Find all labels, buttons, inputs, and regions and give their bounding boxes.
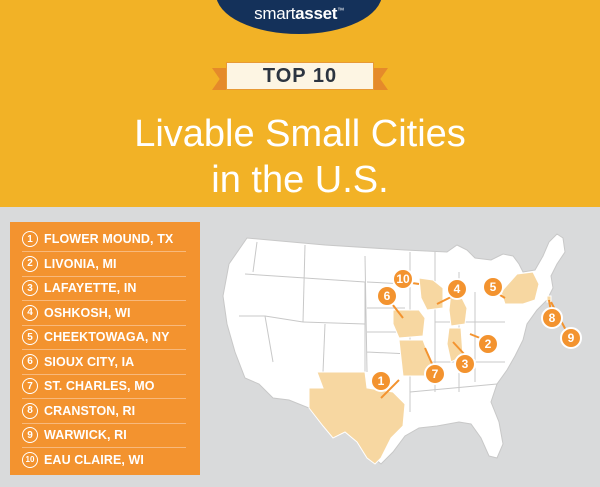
map-marker-4: 4 — [446, 278, 468, 300]
marker-label: 10 — [396, 272, 410, 286]
list-item: 3 LAFAYETTE, IN — [22, 277, 192, 299]
marker-label: 7 — [432, 367, 439, 381]
list-divider — [22, 349, 186, 350]
city-name: FLOWER MOUND, TX — [44, 232, 174, 246]
list-item: 1 FLOWER MOUND, TX — [22, 228, 192, 250]
marker-label: 6 — [384, 289, 391, 303]
smartasset-logo[interactable]: smartasset™ — [216, 0, 382, 34]
rank-badge: 9 — [22, 427, 38, 443]
banner-label: TOP 10 — [262, 65, 338, 87]
marker-circle — [424, 363, 446, 385]
page-title-line-2: in the U.S. — [211, 159, 389, 201]
city-name: OSHKOSH, WI — [44, 305, 131, 320]
marker-label: 1 — [378, 374, 385, 388]
state-iowa — [392, 309, 426, 339]
rank-badge: 7 — [22, 378, 38, 394]
list-item: 7 ST. CHARLES, MO — [22, 375, 192, 397]
state-new-york — [500, 271, 540, 305]
city-name: LIVONIA, MI — [44, 256, 117, 271]
map-marker-9: 9 — [560, 327, 582, 349]
city-name: EAU CLAIRE, WI — [44, 452, 145, 467]
logo-text-asset: asset — [295, 4, 338, 23]
map-marker-10: 10 — [392, 268, 414, 290]
marker-circle — [376, 285, 398, 307]
list-divider — [22, 300, 186, 301]
list-divider — [22, 275, 186, 277]
map-marker-8: 8 — [541, 307, 563, 329]
marker-label: 3 — [462, 357, 469, 371]
marker-label: 9 — [568, 331, 575, 345]
map-markers: 1 2 3 4 5 6 7 89 10 — [370, 268, 582, 392]
marker-label: 8 — [549, 311, 556, 325]
list-item: 6 SIOUX CITY, IA — [22, 351, 192, 373]
header-band: smartasset™ TOP 10 Livable Small Cities … — [0, 0, 600, 207]
marker-circle — [454, 353, 476, 375]
list-item: 2 LIVONIA, MI — [22, 253, 192, 275]
state-wisconsin — [418, 277, 444, 311]
rank-badge: 6 — [22, 353, 38, 370]
list-divider — [22, 422, 186, 424]
map-marker-1: 1 — [370, 370, 392, 392]
rank-badge: 4 — [22, 304, 38, 321]
list-divider — [22, 324, 186, 326]
list-item: 8 CRANSTON, RI — [22, 400, 192, 422]
highlighted-states — [308, 271, 552, 465]
list-item: 9 WARWICK, RI — [22, 424, 192, 446]
logo-text-smart: smart — [254, 4, 296, 23]
rank-badge: 8 — [22, 402, 38, 419]
city-name: ST. CHARLES, MO — [44, 379, 155, 393]
city-name: SIOUX CITY, IA — [44, 354, 135, 369]
map-marker-6: 6 — [376, 285, 398, 307]
marker-label: 5 — [490, 280, 497, 294]
map-marker-7: 7 — [424, 363, 446, 385]
city-name: LAFAYETTE, IN — [44, 281, 137, 295]
marker-circle — [477, 333, 499, 355]
marker-circle — [482, 276, 504, 298]
page-title-line-1: Livable Small Cities — [134, 113, 466, 155]
marker-circle — [370, 370, 392, 392]
rank-badge: 10 — [22, 451, 38, 468]
list-divider — [22, 373, 186, 375]
ranked-list: 1 FLOWER MOUND, TX 2 LIVONIA, MI 3 LAFAYETTE,… — [10, 222, 200, 475]
marker-circle — [541, 307, 563, 329]
marker-label: 4 — [454, 282, 461, 296]
list-divider — [22, 447, 186, 448]
map-marker-2: 2 — [477, 333, 499, 355]
list-item: 10 EAU CLAIRE, WI — [22, 449, 192, 471]
list-item: 5 CHEEKTOWAGA, NY — [22, 326, 192, 348]
marker-circle — [560, 327, 582, 349]
logo-wordmark: smartasset™ — [216, 4, 382, 24]
ribbon: TOP 10 — [226, 62, 374, 90]
rank-badge: 2 — [22, 255, 38, 272]
top-10-banner: TOP 10 — [0, 62, 600, 92]
marker-circle — [446, 278, 468, 300]
rank-badge: 1 — [22, 231, 38, 247]
city-name: WARWICK, RI — [44, 428, 127, 442]
rank-badge: 5 — [22, 329, 38, 345]
city-name: CHEEKTOWAGA, NY — [44, 330, 170, 344]
map-marker-5: 5 — [482, 276, 504, 298]
list-divider — [22, 398, 186, 399]
rank-badge: 3 — [22, 280, 38, 296]
map-marker-3: 3 — [454, 353, 476, 375]
marker-label: 2 — [485, 337, 492, 351]
logo-trademark: ™ — [337, 7, 344, 15]
city-name: CRANSTON, RI — [44, 403, 136, 418]
us-map: 1 2 3 4 5 6 7 89 10 — [222, 233, 582, 465]
marker-circle — [392, 268, 414, 290]
list-divider — [22, 251, 186, 252]
list-item: 4 OSHKOSH, WI — [22, 302, 192, 324]
